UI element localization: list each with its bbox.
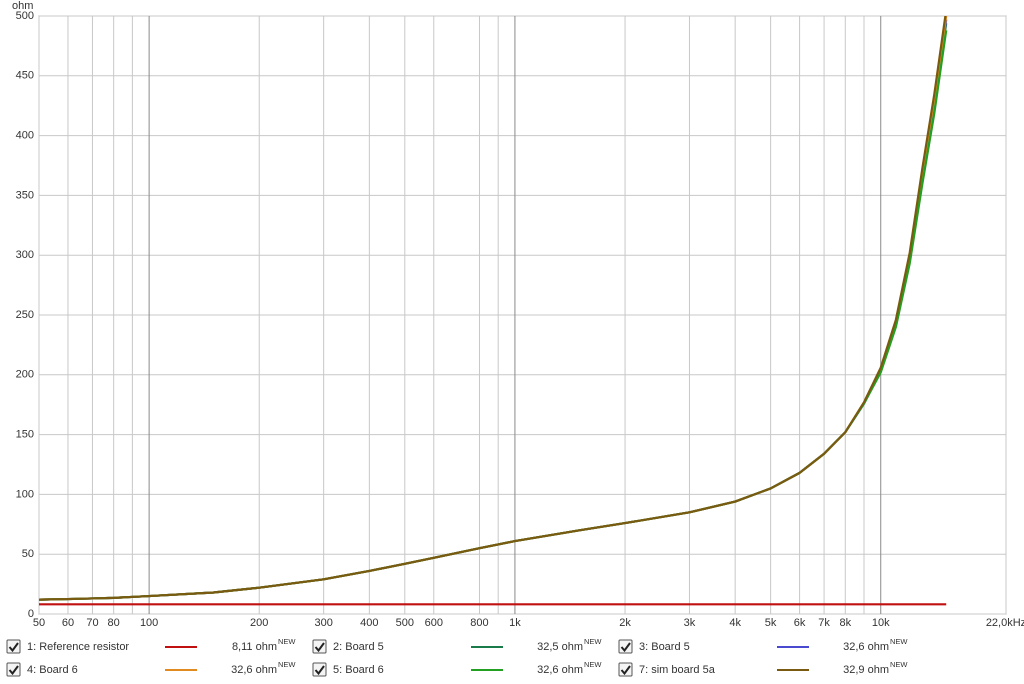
- x-tick-label: 3k: [684, 617, 696, 629]
- x-tick-label: 22,0kHz: [986, 617, 1024, 629]
- legend-tag: NEW: [584, 660, 602, 669]
- y-tick-label: 400: [16, 130, 34, 142]
- legend-label: 3: Board 5: [639, 641, 690, 653]
- checkbox[interactable]: [6, 662, 21, 677]
- checkmark: [620, 642, 631, 653]
- y-axis-label: ohm: [12, 0, 33, 12]
- legend-item: 3: Board 5 32,6 ohm NEW: [618, 637, 908, 654]
- y-tick-label: 300: [16, 249, 34, 261]
- legend: 1: Reference resistor 8,11 ohm NEW 2: Board…: [6, 637, 908, 677]
- legend-item: 7: sim board 5a 32,9 ohm NEW: [618, 660, 908, 677]
- checkmark: [620, 665, 631, 676]
- legend-item: 1: Reference resistor 8,11 ohm NEW: [6, 637, 296, 654]
- x-tick-label: 7k: [818, 617, 830, 629]
- x-tick-label: 60: [62, 617, 74, 629]
- y-tick-label: 50: [22, 548, 34, 560]
- x-tick-label: 10k: [872, 617, 890, 629]
- checkbox[interactable]: [6, 639, 21, 654]
- legend-readout: 8,11 ohm: [232, 641, 277, 653]
- x-tick-label: 8k: [839, 617, 851, 629]
- legend-readout: 32,6 ohm: [231, 664, 277, 676]
- x-tick-label: 100: [140, 617, 158, 629]
- legend-tag: NEW: [584, 637, 602, 646]
- grid: [38, 15, 1007, 615]
- legend-tag: NEW: [278, 637, 296, 646]
- legend-item: 2: Board 5 32,5 ohm NEW: [312, 637, 602, 654]
- y-tick-label: 500: [16, 10, 34, 22]
- legend-label: 2: Board 5: [333, 641, 384, 653]
- legend-readout: 32,9 ohm: [843, 664, 889, 676]
- checkbox[interactable]: [618, 662, 633, 677]
- x-tick-label: 4k: [729, 617, 741, 629]
- checkmark: [8, 642, 19, 653]
- legend-label: 4: Board 6: [27, 664, 78, 676]
- series-line: [39, 16, 947, 601]
- legend-item: 4: Board 6 32,6 ohm NEW: [6, 660, 296, 677]
- x-tick-label: 1k: [509, 617, 521, 629]
- x-tick-label: 70: [86, 617, 98, 629]
- legend-readout: 32,5 ohm: [537, 641, 583, 653]
- x-tick-label: 5k: [765, 617, 777, 629]
- legend-readout: 32,6 ohm: [537, 664, 583, 676]
- checkbox[interactable]: [618, 639, 633, 654]
- checkbox[interactable]: [312, 662, 327, 677]
- checkmark: [8, 665, 19, 676]
- y-tick-label: 150: [16, 429, 34, 441]
- y-tick-label: 450: [16, 70, 34, 82]
- legend-tag: NEW: [890, 660, 908, 669]
- y-tick-label: 100: [16, 488, 34, 500]
- x-tick-label: 600: [425, 617, 443, 629]
- checkbox[interactable]: [312, 639, 327, 654]
- x-tick-label: 400: [360, 617, 378, 629]
- curves: [39, 16, 948, 606]
- legend-item: 5: Board 6 32,6 ohm NEW: [312, 660, 602, 677]
- legend-label: 1: Reference resistor: [27, 641, 129, 653]
- x-tick-label: 500: [396, 617, 414, 629]
- x-tick-label: 6k: [794, 617, 806, 629]
- x-tick-label: 50: [33, 617, 45, 629]
- y-tick-label: 200: [16, 369, 34, 381]
- y-tick-label: 350: [16, 189, 34, 201]
- x-tick-label: 300: [314, 617, 332, 629]
- legend-tag: NEW: [890, 637, 908, 646]
- y-tick-label: 0: [28, 608, 34, 620]
- x-tick-label: 200: [250, 617, 268, 629]
- checkmark: [314, 665, 325, 676]
- checkmark: [314, 642, 325, 653]
- x-tick-label: 80: [108, 617, 120, 629]
- legend-label: 7: sim board 5a: [639, 664, 716, 676]
- y-tick-label: 250: [16, 309, 34, 321]
- x-tick-label: 2k: [619, 617, 631, 629]
- legend-readout: 32,6 ohm: [843, 641, 889, 653]
- x-tick-label: 800: [470, 617, 488, 629]
- legend-tag: NEW: [278, 660, 296, 669]
- legend-label: 5: Board 6: [333, 664, 384, 676]
